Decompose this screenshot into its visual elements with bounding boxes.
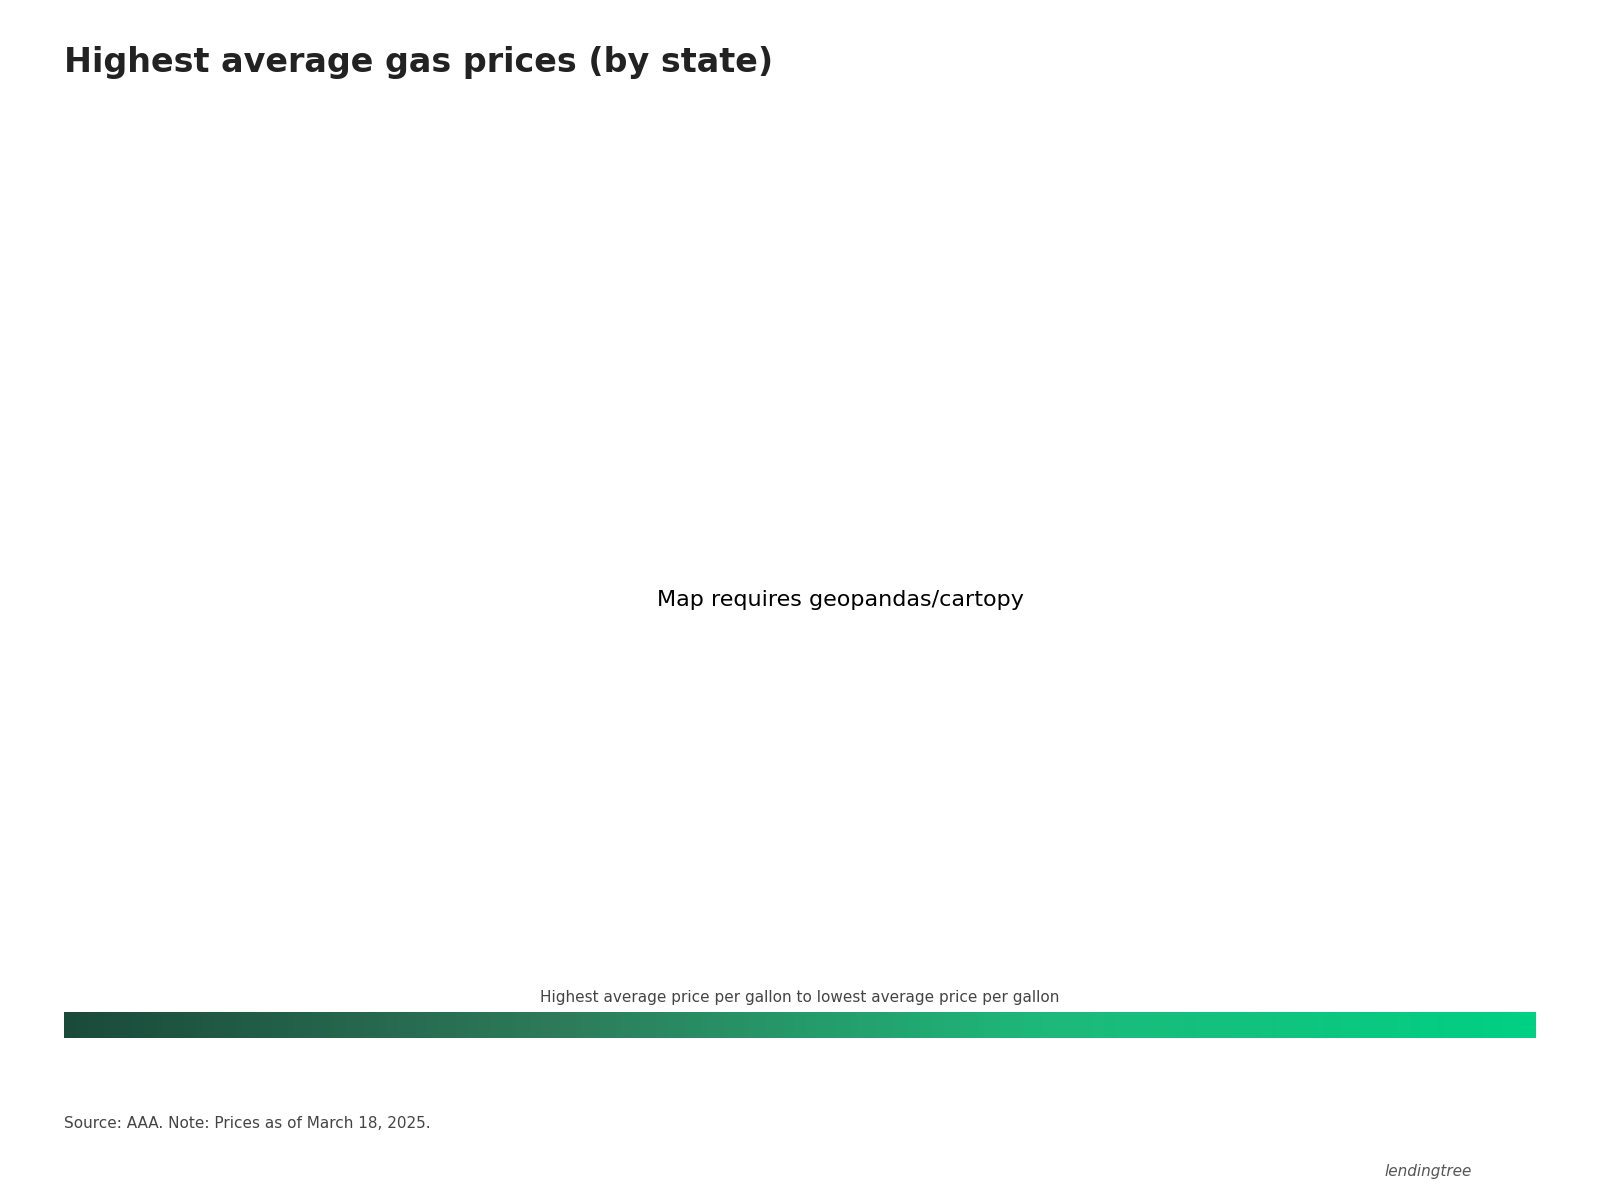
Text: Source: AAA. Note: Prices as of March 18, 2025.: Source: AAA. Note: Prices as of March 18… (64, 1116, 430, 1130)
Text: Highest average gas prices (by state): Highest average gas prices (by state) (64, 46, 773, 79)
Text: Map requires geopandas/cartopy: Map requires geopandas/cartopy (656, 590, 1024, 610)
Text: Highest average price per gallon to lowest average price per gallon: Highest average price per gallon to lowe… (541, 990, 1059, 1006)
Text: lendingtree: lendingtree (1384, 1164, 1472, 1178)
